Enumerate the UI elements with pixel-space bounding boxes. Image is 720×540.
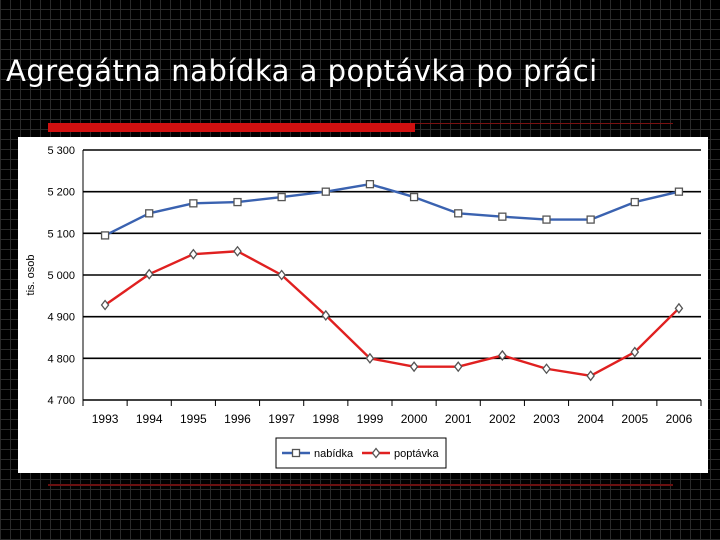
y-tick-label: 4 700 (47, 395, 75, 407)
x-tick-label: 2003 (533, 412, 560, 426)
series-line-poptavka (104, 250, 680, 378)
data-point (100, 299, 110, 311)
tick-labels: 5 300 5 200 5 100 5 000 4 900 4 800 4 700 1993 1… (47, 145, 692, 426)
x-tick-label: 1997 (268, 412, 295, 426)
x-tick-label: 1996 (224, 412, 251, 426)
x-tick-label: 2000 (401, 412, 428, 426)
legend: nabídka poptávka (275, 437, 447, 469)
x-tick-label: 1999 (357, 412, 384, 426)
data-point (630, 197, 639, 207)
x-tick-label: 1995 (180, 412, 207, 426)
data-point (233, 245, 242, 257)
x-tick-label: 2006 (666, 412, 693, 426)
x-tick-label: 1993 (92, 412, 119, 426)
y-tick-label: 5 200 (47, 187, 75, 199)
y-tick-label: 5 100 (47, 228, 75, 240)
x-tick-label: 1994 (136, 412, 163, 426)
bottom-accent-line (48, 484, 673, 486)
x-tick-label: 2005 (621, 412, 648, 426)
data-point (277, 192, 286, 202)
slide-title: Agregátna nabídka a poptávka po práci (6, 54, 598, 88)
data-point (277, 269, 286, 281)
data-point (586, 370, 595, 382)
title-accent-bar (48, 123, 415, 132)
chart-panel: 5 300 5 200 5 100 5 000 4 900 4 800 4 700 1993 1… (18, 137, 708, 473)
data-point (498, 349, 507, 361)
data-point (586, 215, 595, 224)
data-point (674, 302, 684, 314)
legend-label: nabídka (314, 448, 354, 460)
series-line-nabidka (104, 182, 680, 237)
x-tick-label: 2001 (445, 412, 472, 426)
line-chart: 5 300 5 200 5 100 5 000 4 900 4 800 4 700 1993 1… (25, 145, 702, 469)
y-axis-label: tis. osob (25, 255, 37, 296)
data-point (498, 212, 507, 221)
data-point (365, 180, 375, 189)
data-point (189, 248, 198, 260)
legend-marker (291, 448, 301, 458)
legend-label: poptávka (394, 448, 440, 460)
title-accent-line (415, 123, 673, 124)
data-point (321, 187, 330, 196)
axes (82, 150, 702, 406)
data-point (674, 187, 684, 196)
x-tick-label: 2004 (577, 412, 604, 426)
data-point (100, 231, 110, 240)
legend-marker (371, 447, 381, 459)
data-point (409, 361, 419, 373)
data-point (189, 199, 198, 208)
data-point (409, 192, 419, 202)
data-point (365, 352, 375, 364)
data-point (453, 361, 463, 373)
data-point (233, 197, 242, 207)
data-point (542, 363, 551, 375)
data-point (145, 209, 154, 218)
series-lines (100, 180, 684, 382)
y-tick-label: 5 000 (47, 270, 75, 282)
x-tick-label: 2002 (489, 412, 516, 426)
data-point (630, 346, 640, 358)
data-point (542, 215, 551, 224)
y-tick-label: 4 900 (47, 312, 75, 324)
y-tick-label: 4 800 (47, 353, 75, 365)
data-point (321, 309, 331, 321)
x-tick-label: 1998 (312, 412, 339, 426)
data-point (144, 268, 154, 280)
data-point (454, 209, 463, 218)
y-tick-label: 5 300 (47, 145, 75, 157)
